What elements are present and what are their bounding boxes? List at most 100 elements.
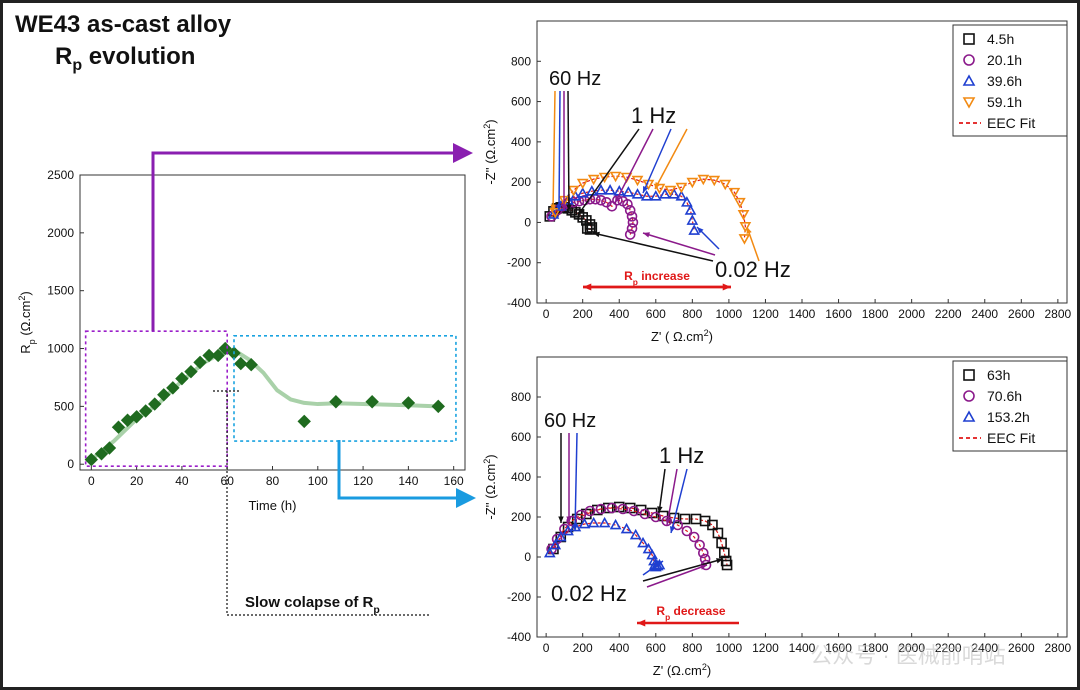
nyq1-y-axis-title-part: ) (483, 119, 498, 123)
bottom-rp-decrease-label: Rp decrease (656, 604, 726, 622)
nyq1-point-39.6h (686, 214, 699, 225)
bottom-rp-decrease-label-part: decrease (670, 604, 726, 618)
nyq1-x-tick-label-part: 1200 (752, 307, 779, 321)
nyq1-point-20.1h (624, 205, 636, 216)
nyq1-point-4.5h (573, 209, 585, 220)
nyq1-point-39.6h (681, 196, 693, 207)
rp-data-point (84, 452, 99, 467)
rp-x-tick-label: 80 (266, 474, 280, 488)
rp-x-tick-label: 40 (175, 474, 189, 488)
nyq1-x-tick-label-part: 1800 (862, 307, 889, 321)
nyq2-point-153.2h (629, 528, 642, 540)
rp-y-axis-title-part: p (27, 339, 37, 344)
rp-data-point (365, 395, 379, 409)
subtitle-r: R (55, 43, 73, 70)
rp-x-tick-label-part: 40 (175, 474, 189, 488)
nyq2-x-tick-label: 1400 (789, 641, 816, 655)
nyq2-x-axis-title: Z' (Ω.cm2) (653, 662, 711, 678)
nyq1-x-tick-label-part: 2200 (935, 307, 962, 321)
bottom-annotation-60hz: 60 Hz (544, 410, 596, 432)
nyq1-fit-59.1h (554, 175, 746, 239)
rp-y-axis-title-part: (Ω.cm (18, 301, 33, 340)
nyq2-legend-marker (963, 369, 975, 381)
rp-x-tick-label: 160 (444, 474, 464, 488)
bottom-1hz-arrow (658, 468, 666, 514)
nyq1-y-tick-label-part: -400 (507, 296, 531, 310)
rp-x-tick-label-part: 80 (266, 474, 280, 488)
top-002hz-arrow-head (643, 232, 650, 238)
nyq1-point-39.6h (640, 190, 653, 201)
nyq1-legend-marker (963, 33, 975, 45)
nyq2-point-63h (719, 547, 730, 559)
nyq1-point-59.1h (664, 185, 677, 197)
rp-data-point (431, 399, 445, 414)
nyq1-point-4.5h (584, 224, 596, 235)
nyq2-x-tick-label: 2000 (898, 641, 925, 655)
nyq1-point-59.1h (631, 175, 644, 187)
nyq1-point-59.1h (738, 234, 751, 245)
nyq2-y-tick-label: 600 (511, 430, 531, 444)
nyq2-point-63h (712, 527, 724, 539)
rp-x-tick-label: 100 (308, 474, 328, 488)
nyq1-y-tick-label: 200 (511, 175, 531, 189)
nyq1-point-59.1h (609, 171, 622, 183)
nyq1-x-tick-label: 1800 (862, 307, 889, 321)
nyq1-point-39.6h (688, 224, 701, 235)
nyq2-x-tick-label-part: 1000 (716, 641, 743, 655)
nyq2-x-tick-label-part: 400 (609, 641, 629, 655)
rp-fit-curve (90, 348, 438, 462)
nyq1-point-20.1h (595, 194, 607, 206)
rp-y-tick-label-part: 2000 (47, 226, 74, 240)
nyq2-x-tick-label-part: 600 (646, 641, 666, 655)
nyq2-point-63h (716, 537, 727, 549)
nyq2-fit-70.6h (551, 507, 707, 566)
nyq1-legend-label: 59.1h (987, 94, 1022, 110)
nyq1-y-axis-title: -Z'' (Ω.cm2) (482, 119, 498, 184)
watermark: 公众号 · 医械前哨站 (810, 643, 1006, 668)
top-60hz-arrow (552, 90, 556, 212)
nyq2-point-70.6h (661, 515, 673, 527)
nyq1-x-tick-label: 2800 (1045, 307, 1072, 321)
top-60hz-arrow (558, 90, 561, 212)
nyq2-x-axis-title-part: 2 (702, 662, 707, 672)
top-1hz-arrow-head (578, 208, 584, 215)
nyq2-y-tick-label-part: 600 (511, 430, 531, 444)
nyq1-y-tick-label-part: -200 (507, 256, 531, 270)
bottom-annotation-002hz: 0.02 Hz (551, 581, 627, 606)
rp-data-point (166, 381, 180, 395)
nyq1-legend-label: 20.1h (987, 52, 1022, 68)
nyq2-legend-label-part: 70.6h (987, 388, 1022, 404)
nyq1-x-tick-label: 1400 (789, 307, 816, 321)
rp-data-point (329, 395, 343, 409)
nyq1-legend-label: 4.5h (987, 31, 1014, 47)
nyq2-x-tick-label: 0 (543, 641, 550, 655)
rp-x-tick-label-part: 0 (88, 474, 95, 488)
nyq1-y-tick-label-part: 800 (511, 54, 531, 68)
nyq1-point-39.6h (604, 184, 616, 195)
top-60hz-arrow-head (566, 204, 572, 211)
nyq1-legend-label: 39.6h (987, 73, 1022, 89)
nyq2-x-tick-label-part: 2200 (935, 641, 962, 655)
nyq2-point-70.6h (650, 511, 662, 523)
nyq1-y-tick-label-part: 600 (511, 95, 531, 109)
rp-y-axis-title-part: 2 (17, 296, 27, 301)
nyq2-x-tick-label: 2200 (935, 641, 962, 655)
rp-data-point (218, 341, 232, 356)
nyq2-point-70.6h (595, 503, 607, 515)
nyq1-y-tick-label: 800 (511, 54, 531, 68)
top-1hz-arrow-head (655, 182, 661, 189)
nyq2-x-tick-label-part: 0 (543, 641, 550, 655)
nyq1-point-20.1h (606, 201, 618, 212)
bottom-60hz-arrow (574, 432, 578, 532)
nyq1-legend-fit-label: EEC Fit (987, 115, 1035, 131)
nyq2-x-tick-label-part: 1600 (825, 641, 852, 655)
top-002hz-arrow-head (593, 231, 600, 238)
rp-y-axis-title-part: ) (18, 291, 33, 295)
nyq1-point-39.6h (631, 188, 644, 199)
rp-data-point (202, 348, 216, 363)
rp-plot-frame (79, 174, 466, 471)
rp-data-point (157, 388, 171, 402)
nyq1-x-tick-label-part: 0 (543, 307, 550, 321)
nyq2-legend-label-part: 63h (987, 367, 1010, 383)
rp-y-tick-label-part: 0 (67, 457, 74, 471)
